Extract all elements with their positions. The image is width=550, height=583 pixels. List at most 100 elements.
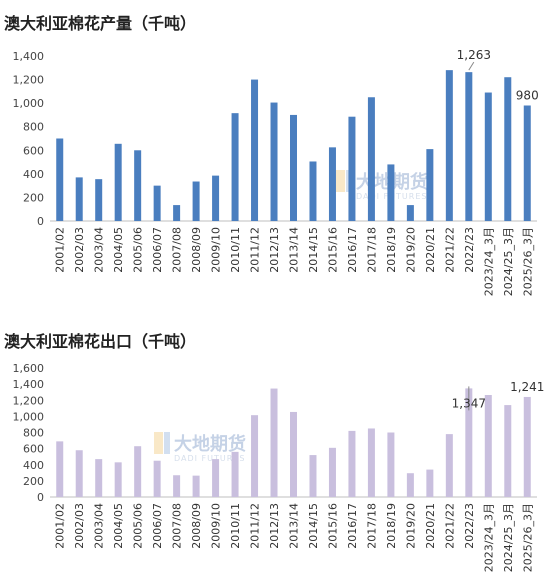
x-tick-label: 2022/23	[463, 503, 476, 549]
x-tick-label: 2004/05	[112, 227, 125, 273]
x-tick-label: 2008/09	[190, 227, 203, 273]
y-tick-label: 800	[23, 121, 44, 134]
bar	[523, 396, 531, 497]
export-chart-svg: 0 200 400 600 800 1,000 1,200 1,400 1,600 大地期货DAD…	[13, 362, 545, 572]
bar	[348, 116, 356, 221]
bar	[114, 143, 122, 221]
bar	[523, 105, 531, 221]
bar	[134, 150, 142, 221]
bar	[348, 430, 356, 497]
x-tick-label: 2001/02	[54, 227, 67, 273]
logo-mark-icon	[154, 432, 163, 454]
x-tick-label: 2015/16	[326, 227, 339, 273]
x-tick-label: 2001/02	[54, 503, 67, 549]
x-tick-label: 2022/23	[463, 227, 476, 273]
x-tick-label: 2006/07	[151, 503, 164, 549]
x-tick-label: 2018/19	[385, 227, 398, 273]
watermark-text: 大地期货	[174, 433, 246, 455]
bar	[173, 475, 181, 497]
y-tick-label: 600	[23, 144, 44, 157]
bar	[367, 97, 375, 221]
bar	[95, 459, 103, 497]
bar	[231, 451, 239, 497]
bar	[367, 428, 375, 497]
x-tick-label: 2019/20	[404, 503, 417, 549]
x-tick-label: 2015/16	[326, 503, 339, 549]
x-tick-label: 2014/15	[307, 503, 320, 549]
y-tick-label: 400	[23, 168, 44, 181]
x-tick-label: 2023/24_3月	[482, 227, 495, 296]
data-label: 1,263	[457, 48, 491, 62]
x-tick-label: 2024/25_3月	[502, 227, 515, 296]
x-tick-label: 2016/17	[346, 227, 359, 273]
x-tick-label: 2019/20	[404, 227, 417, 273]
bar	[387, 432, 395, 497]
x-tick-label: 2018/19	[385, 503, 398, 549]
bar	[153, 185, 161, 221]
y-tick-label: 0	[37, 491, 44, 504]
x-tick-label: 2006/07	[151, 227, 164, 273]
y-tick-label: 1,200	[13, 394, 45, 407]
x-tick-label: 2017/18	[365, 503, 378, 549]
bar	[270, 102, 278, 221]
y-tick-label: 0	[37, 215, 44, 228]
x-tick-label: 2024/25_3月	[502, 503, 515, 572]
bar	[192, 475, 200, 497]
x-tick-label: 2009/10	[210, 503, 223, 549]
x-tick-label: 2008/09	[190, 503, 203, 549]
bar	[504, 77, 512, 221]
bar	[328, 447, 336, 497]
y-tick-label: 1,400	[13, 50, 45, 63]
bar	[504, 405, 512, 497]
bar	[153, 460, 161, 497]
bar	[406, 205, 414, 221]
bar	[484, 92, 492, 222]
x-tick-label: 2010/11	[229, 503, 242, 549]
x-tick-label: 2009/10	[210, 227, 223, 273]
bar	[192, 181, 200, 221]
x-tick-label: 2012/13	[268, 227, 281, 273]
data-label: 1,347	[452, 396, 486, 410]
x-tick-label: 2020/21	[424, 503, 437, 549]
logo-mark-icon	[164, 432, 170, 454]
bar	[270, 388, 278, 497]
bar	[426, 149, 434, 221]
data-label-leader	[468, 61, 475, 71]
y-tick-label: 600	[23, 443, 44, 456]
bar	[251, 415, 259, 497]
bar	[426, 469, 434, 497]
y-tick-label: 1,000	[13, 97, 45, 110]
bar	[290, 114, 297, 221]
x-tick-label: 2012/13	[268, 503, 281, 549]
watermark-subtext: DADI FUTURES	[174, 454, 245, 463]
x-tick-label: 2025/26_3月	[521, 503, 534, 572]
y-tick-label: 1,200	[13, 74, 45, 87]
x-tick-label: 2016/17	[346, 503, 359, 549]
logo-mark-icon	[336, 170, 345, 192]
x-tick-label: 2005/06	[132, 227, 145, 273]
bar	[134, 446, 142, 497]
y-tick-label: 200	[23, 191, 44, 204]
x-tick-label: 2005/06	[132, 503, 145, 549]
bar	[290, 411, 297, 497]
y-tick-label: 200	[23, 475, 44, 488]
x-tick-label: 2013/14	[288, 503, 301, 549]
x-tick-label: 2021/22	[443, 503, 456, 549]
bar	[56, 138, 64, 221]
data-label: 1,241	[510, 380, 544, 394]
y-tick-label: 1,400	[13, 378, 45, 391]
x-tick-label: 2004/05	[112, 503, 125, 549]
bar	[56, 441, 64, 497]
x-tick-label: 2025/26_3月	[521, 227, 534, 296]
bar	[251, 79, 259, 221]
bar	[95, 179, 103, 221]
export-chart: 澳大利亚棉花出口（千吨） 0 200 400 600 800 1,000 1,200 1,40…	[0, 292, 550, 583]
bar	[212, 175, 220, 221]
y-tick-label: 1,000	[13, 410, 45, 423]
bar	[309, 455, 317, 497]
x-tick-label: 2003/04	[93, 503, 106, 549]
bar	[75, 177, 83, 221]
bar	[309, 161, 317, 221]
